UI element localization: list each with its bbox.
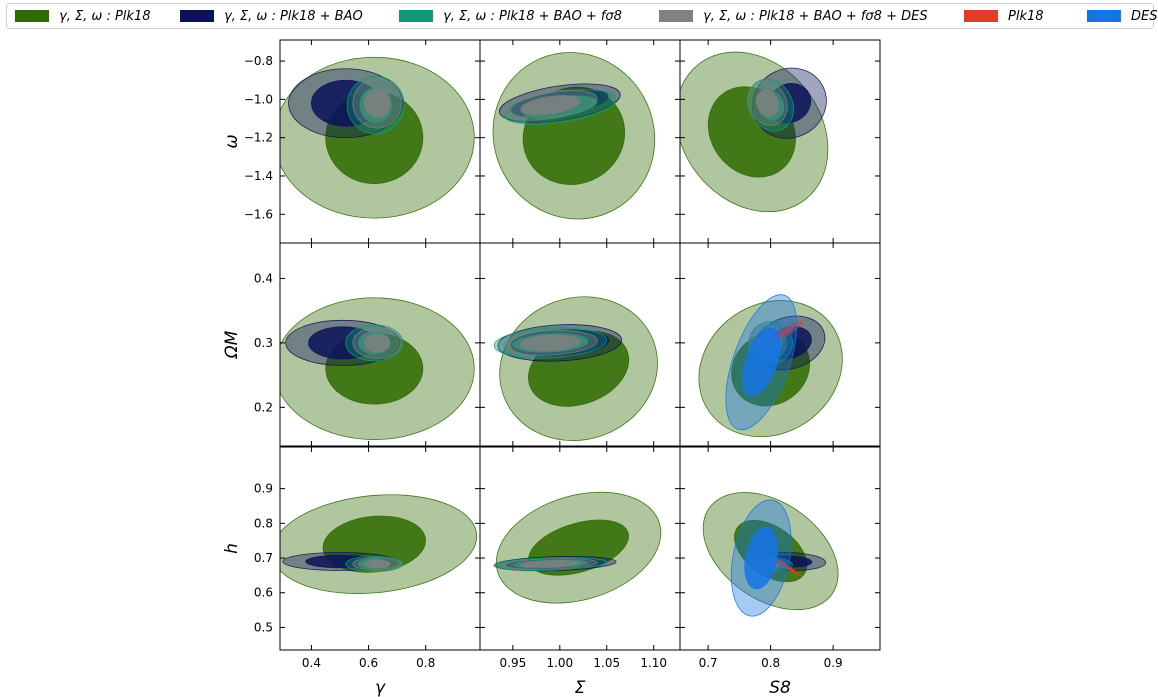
x-tick-label: 1.00 <box>546 656 573 670</box>
legend-label: γ, Σ, ω : Plk18 + BAO + fσ8 <box>443 8 622 24</box>
legend-label: DES <box>1131 8 1158 24</box>
y-tick-label: 0.4 <box>254 271 273 285</box>
x-tick-label: 0.8 <box>416 656 435 670</box>
contour-inner <box>744 526 779 590</box>
x-tick-label: 0.4 <box>302 656 321 670</box>
y-tick-label: 0.7 <box>254 551 273 565</box>
legend-label: γ, Σ, ω : Plk18 + BAO <box>224 8 363 24</box>
y-axis-label: ω <box>222 134 242 148</box>
panel-1-2 <box>698 294 843 438</box>
y-tick-label: −1.2 <box>244 131 273 145</box>
panel-1-0 <box>280 297 475 440</box>
y-axis-label: h <box>222 543 242 554</box>
legend-swatch <box>1087 10 1121 22</box>
legend-label: γ, Σ, ω : Plk18 + BAO + fσ8 + DES <box>703 8 928 24</box>
legend-label: Plk18 <box>1008 8 1044 24</box>
legend-item: γ, Σ, ω : Plk18 + BAO + fσ8 <box>399 8 622 24</box>
y-tick-label: 0.5 <box>254 620 273 634</box>
y-axis-label: ΩM <box>222 330 242 359</box>
panel-2-0 <box>280 494 478 594</box>
x-axis-label: Σ <box>575 678 586 697</box>
y-tick-label: −1.4 <box>244 169 273 183</box>
y-tick-label: 0.9 <box>254 482 273 496</box>
legend-label: γ, Σ, ω : Plk18 <box>59 8 151 24</box>
panel-0-0 <box>280 56 475 219</box>
legend-swatch <box>399 10 433 22</box>
contour-inner <box>755 89 780 117</box>
legend-item: γ, Σ, ω : Plk18 <box>15 8 151 24</box>
y-tick-label: 0.6 <box>254 586 273 600</box>
panel-2-2 <box>702 492 839 617</box>
legend-swatch <box>15 10 49 22</box>
contour-inner <box>742 327 781 397</box>
x-tick-label: 0.9 <box>824 656 843 670</box>
contour-inner <box>519 560 581 568</box>
legend-swatch <box>964 10 998 22</box>
legend-item: Plk18 <box>964 8 1044 24</box>
contour-inner <box>520 95 581 116</box>
legend-item: γ, Σ, ω : Plk18 + BAO + fσ8 + DES <box>659 8 928 24</box>
y-tick-label: 0.2 <box>254 400 273 414</box>
panel-0-1 <box>492 52 656 220</box>
contour-inner <box>520 334 581 352</box>
y-tick-label: 0.8 <box>254 516 273 530</box>
x-tick-label: 0.8 <box>761 656 780 670</box>
x-tick-label: 1.05 <box>593 656 620 670</box>
legend-item: DES <box>1087 8 1157 24</box>
x-tick-label: 0.7 <box>699 656 718 670</box>
contour-inner <box>363 333 391 353</box>
legend: γ, Σ, ω : Plk18 γ, Σ, ω : Plk18 + BAO γ, Σ… <box>6 3 1157 29</box>
y-tick-label: −0.8 <box>244 54 273 68</box>
panel-frame <box>679 446 881 651</box>
x-axis-label: γ <box>375 678 386 697</box>
contour-inner <box>363 559 391 569</box>
y-tick-label: −1.0 <box>244 92 273 106</box>
x-tick-label: 0.95 <box>500 656 527 670</box>
contour-inner <box>363 88 391 118</box>
panel-2-1 <box>493 491 662 604</box>
x-axis-label: S8 <box>769 678 791 697</box>
y-tick-label: −1.6 <box>244 207 273 221</box>
panel-1-1 <box>493 296 658 441</box>
legend-swatch <box>180 10 214 22</box>
x-tick-label: 0.6 <box>359 656 378 670</box>
x-tick-label: 1.10 <box>640 656 667 670</box>
legend-swatch <box>659 10 693 22</box>
panel-frame <box>679 242 881 447</box>
y-tick-label: 0.3 <box>254 336 273 350</box>
legend-item: γ, Σ, ω : Plk18 + BAO <box>180 8 363 24</box>
panel-0-2 <box>680 51 829 213</box>
